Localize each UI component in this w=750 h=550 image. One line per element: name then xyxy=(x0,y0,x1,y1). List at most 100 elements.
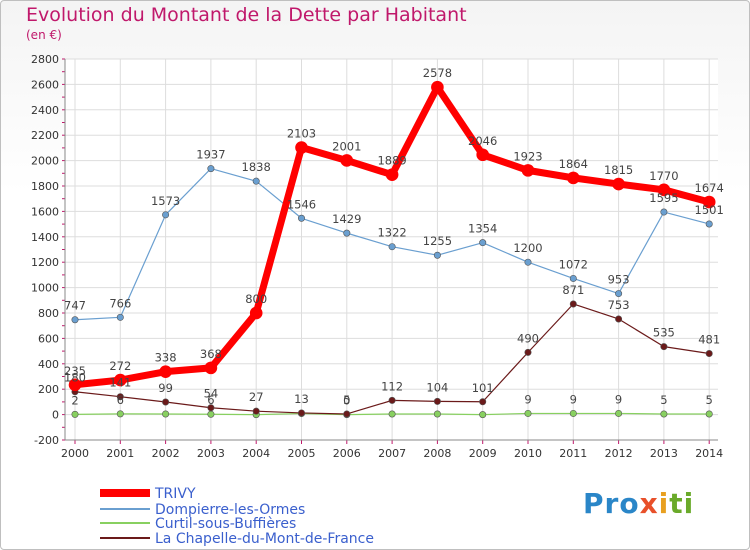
data-point xyxy=(207,165,215,173)
data-label: 753 xyxy=(608,298,630,312)
data-point xyxy=(388,410,396,418)
logo-part: ti xyxy=(669,487,695,520)
data-point xyxy=(162,211,170,219)
data-point xyxy=(569,409,577,417)
y-tick-label: 1200 xyxy=(31,256,59,269)
data-label: 6 xyxy=(117,393,124,407)
legend-label: TRIVY xyxy=(154,486,196,502)
y-tick-label: 2000 xyxy=(31,155,59,168)
data-label: 101 xyxy=(472,381,494,395)
data-label: 9 xyxy=(615,392,622,406)
data-label: 747 xyxy=(64,299,86,313)
x-tick-label: 2014 xyxy=(695,447,723,460)
data-point xyxy=(71,316,79,324)
y-tick-label: 2800 xyxy=(31,53,59,66)
data-point xyxy=(162,410,170,418)
data-label: 9 xyxy=(524,392,531,406)
chart-title: Evolution du Montant de la Dette par Hab… xyxy=(26,4,467,26)
data-point xyxy=(343,410,351,418)
legend-label: Curtil-sous-Buffières xyxy=(155,516,296,532)
data-point xyxy=(116,393,124,401)
x-tick-label: 2007 xyxy=(378,447,406,460)
data-point xyxy=(476,148,490,162)
y-tick-label: 400 xyxy=(38,358,59,371)
data-point xyxy=(162,398,170,406)
x-tick-label: 2009 xyxy=(469,447,497,460)
data-label: 1501 xyxy=(695,203,724,217)
x-tick-label: 2003 xyxy=(197,447,225,460)
data-point xyxy=(479,398,487,406)
data-label: 953 xyxy=(608,273,630,287)
data-point xyxy=(385,168,399,181)
data-label: 5 xyxy=(706,393,713,407)
y-tick-label: 1800 xyxy=(31,180,59,193)
data-label: 2 xyxy=(71,393,78,407)
x-tick-label: 2012 xyxy=(605,447,633,460)
legend-label: Dompierre-les-Ormes xyxy=(155,502,305,518)
data-label: 535 xyxy=(653,326,675,340)
data-point xyxy=(660,208,668,216)
data-point xyxy=(116,410,124,418)
data-label: 368 xyxy=(200,347,222,361)
data-point xyxy=(114,373,127,387)
data-label: 490 xyxy=(517,331,539,345)
data-label: 235 xyxy=(64,364,86,378)
data-point xyxy=(615,315,623,323)
x-tick-label: 2013 xyxy=(650,447,678,460)
chart-subtitle: (en €) xyxy=(26,28,62,42)
y-tick-label: 1600 xyxy=(31,205,59,218)
data-point xyxy=(252,407,260,415)
data-point xyxy=(566,171,580,185)
data-point xyxy=(521,164,535,177)
data-label: 1255 xyxy=(423,234,452,248)
data-point xyxy=(204,361,218,375)
x-tick-label: 2004 xyxy=(242,447,270,460)
data-point xyxy=(433,251,441,259)
y-tick-label: 2400 xyxy=(31,104,59,117)
data-point xyxy=(569,300,577,308)
x-tick-label: 2002 xyxy=(152,447,180,460)
data-label: 1937 xyxy=(196,148,225,162)
data-label: 6 xyxy=(207,393,214,407)
data-label: 1429 xyxy=(332,212,361,226)
y-tick-label: 0 xyxy=(52,409,59,422)
data-label: 1770 xyxy=(649,169,678,183)
y-tick-label: 800 xyxy=(38,307,59,320)
y-tick-label: 1000 xyxy=(31,282,59,295)
data-point xyxy=(207,410,215,418)
x-tick-label: 2011 xyxy=(559,447,587,460)
data-label: 9 xyxy=(570,392,577,406)
data-label: 1354 xyxy=(468,222,497,236)
data-label: 180 xyxy=(64,371,86,385)
data-point xyxy=(71,410,79,418)
data-label: 2046 xyxy=(468,134,497,148)
data-label: 54 xyxy=(204,387,219,401)
data-label: 5 xyxy=(343,393,350,407)
data-point xyxy=(433,410,441,418)
y-tick-label: 200 xyxy=(38,383,59,396)
data-label: 1674 xyxy=(695,181,724,195)
data-point xyxy=(340,154,354,167)
data-point xyxy=(68,378,82,392)
data-point xyxy=(116,313,124,321)
y-tick-label: 1400 xyxy=(31,231,59,244)
data-point xyxy=(615,290,623,298)
data-label: 1595 xyxy=(649,191,678,205)
x-tick-label: 2008 xyxy=(423,447,451,460)
data-label: 1200 xyxy=(513,241,542,255)
data-point xyxy=(612,177,625,191)
x-tick-label: 2001 xyxy=(106,447,134,460)
data-point xyxy=(252,177,260,185)
data-label: 338 xyxy=(155,351,177,365)
data-point xyxy=(705,410,713,418)
data-label: 104 xyxy=(426,380,448,394)
y-tick-label: 2600 xyxy=(31,78,59,91)
data-label: 1546 xyxy=(287,197,316,211)
x-tick-label: 2005 xyxy=(288,447,316,460)
data-label: 0 xyxy=(343,394,350,408)
data-point xyxy=(657,183,671,197)
data-point xyxy=(660,410,668,418)
data-label: 99 xyxy=(158,381,173,395)
data-label: 2578 xyxy=(423,66,452,80)
